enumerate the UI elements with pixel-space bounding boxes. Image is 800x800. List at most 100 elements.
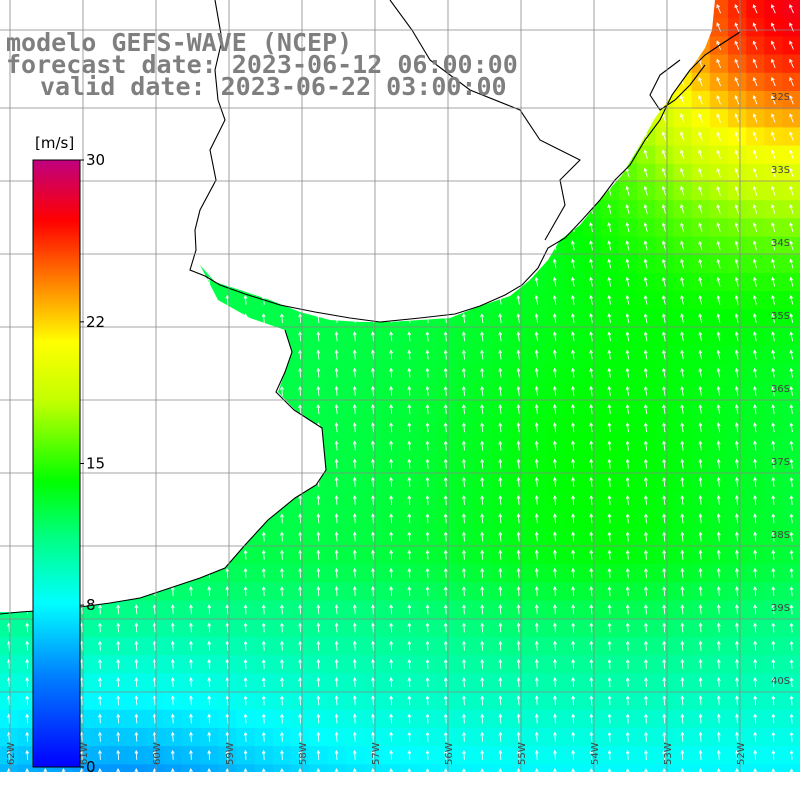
wind-arrow <box>152 677 157 688</box>
wind-arrow <box>716 204 721 214</box>
wind-arrow <box>516 331 521 342</box>
wind-arrow <box>370 331 375 342</box>
wind-arrow <box>552 385 557 396</box>
wind-arrow <box>316 713 321 724</box>
wind-arrow <box>607 404 612 415</box>
wind-arrow <box>625 404 630 415</box>
wind-arrow <box>753 495 757 506</box>
wind-arrow <box>752 222 758 232</box>
field-cell <box>782 291 800 310</box>
wind-arrow <box>734 313 739 323</box>
wind-arrow <box>334 658 339 669</box>
wind-arrow <box>753 622 758 633</box>
wind-arrow <box>771 531 776 542</box>
wind-arrow <box>735 749 739 760</box>
wind-arrow <box>498 677 503 688</box>
wind-arrow <box>625 677 630 688</box>
wind-arrow <box>698 622 703 633</box>
wind-arrow <box>425 513 430 524</box>
wind-arrow <box>443 695 448 706</box>
wind-arrow <box>298 695 303 706</box>
wind-arrow <box>298 731 303 742</box>
wind-arrow <box>789 385 794 396</box>
wind-arrow <box>280 531 284 542</box>
wind-arrow <box>734 495 739 506</box>
wind-arrow <box>389 749 394 760</box>
wind-arrow <box>607 367 612 378</box>
wind-arrow <box>189 640 193 651</box>
wind-arrow <box>680 640 685 651</box>
wind-arrow <box>480 513 485 524</box>
wind-arrow <box>716 567 721 578</box>
wind-arrow <box>261 768 266 772</box>
wind-arrow <box>734 567 739 578</box>
wind-arrow <box>625 531 630 542</box>
wind-arrow <box>352 458 357 469</box>
wind-arrow <box>462 731 466 742</box>
wind-arrow <box>643 440 648 451</box>
wind-arrow <box>516 731 521 742</box>
wind-arrow <box>553 677 557 688</box>
wind-arrow <box>789 567 794 578</box>
field-cell <box>509 764 529 772</box>
wind-arrow <box>407 749 412 760</box>
wind-arrow <box>661 222 666 232</box>
wind-arrow <box>680 768 685 772</box>
wind-arrow <box>370 513 375 524</box>
wind-arrow <box>698 458 703 469</box>
wind-arrow <box>643 185 648 196</box>
wind-arrow <box>607 313 612 323</box>
wind-arrow <box>771 276 776 287</box>
wind-arrow <box>716 677 721 688</box>
wind-arrow <box>334 749 339 760</box>
wind-arrow <box>407 713 412 724</box>
wind-arrow <box>607 622 612 633</box>
wind-arrow <box>25 640 30 651</box>
wind-arrow <box>753 658 758 669</box>
field-cell <box>473 764 492 772</box>
wind-arrow <box>516 677 521 688</box>
wind-arrow <box>534 458 539 469</box>
lon-label: 52W <box>736 742 747 765</box>
wind-arrow <box>243 749 248 760</box>
wind-arrow <box>534 349 539 360</box>
wind-arrow <box>371 604 375 615</box>
wind-arrow <box>661 258 666 269</box>
wind-arrow <box>334 385 339 396</box>
wind-arrow <box>753 367 757 378</box>
wind-arrow <box>753 604 758 615</box>
wind-arrow <box>662 695 667 706</box>
wind-arrow <box>607 440 612 451</box>
coastline-north <box>189 0 741 323</box>
wind-arrow <box>589 640 594 651</box>
wind-arrow <box>698 476 703 487</box>
wind-arrow <box>625 622 630 633</box>
wind-arrow <box>625 222 630 233</box>
wind-arrow <box>461 476 466 487</box>
wind-arrow <box>643 149 648 160</box>
wind-arrow <box>25 731 30 742</box>
wind-arrow <box>352 385 357 396</box>
wind-arrow <box>316 367 321 378</box>
wind-arrow <box>698 768 703 772</box>
wind-arrow <box>480 768 485 772</box>
wind-arrow <box>771 731 776 742</box>
wind-arrow <box>534 313 539 323</box>
wind-arrow <box>389 640 394 651</box>
wind-arrow <box>534 713 539 724</box>
wind-arrow <box>461 349 466 360</box>
wind-arrow <box>316 677 321 688</box>
wind-arrow <box>443 404 448 415</box>
wind-arrow <box>643 658 648 669</box>
wind-arrow <box>698 349 703 360</box>
wind-arrow <box>425 549 430 560</box>
wind-arrow <box>516 313 521 323</box>
wind-arrow <box>371 658 375 669</box>
wind-arrow <box>735 768 739 772</box>
lat-label: 35S <box>771 311 790 322</box>
wind-arrow <box>625 586 630 597</box>
wind-arrow <box>189 622 193 633</box>
wind-arrow <box>789 768 794 772</box>
wind-arrow <box>571 440 575 451</box>
wind-arrow <box>716 167 721 178</box>
